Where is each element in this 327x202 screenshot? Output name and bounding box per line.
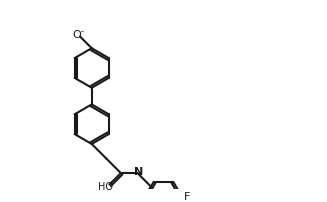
Text: O: O bbox=[72, 30, 81, 40]
Text: HO: HO bbox=[98, 182, 113, 192]
Text: N: N bbox=[134, 167, 143, 177]
Text: F: F bbox=[184, 192, 191, 202]
Text: -: - bbox=[81, 27, 84, 36]
